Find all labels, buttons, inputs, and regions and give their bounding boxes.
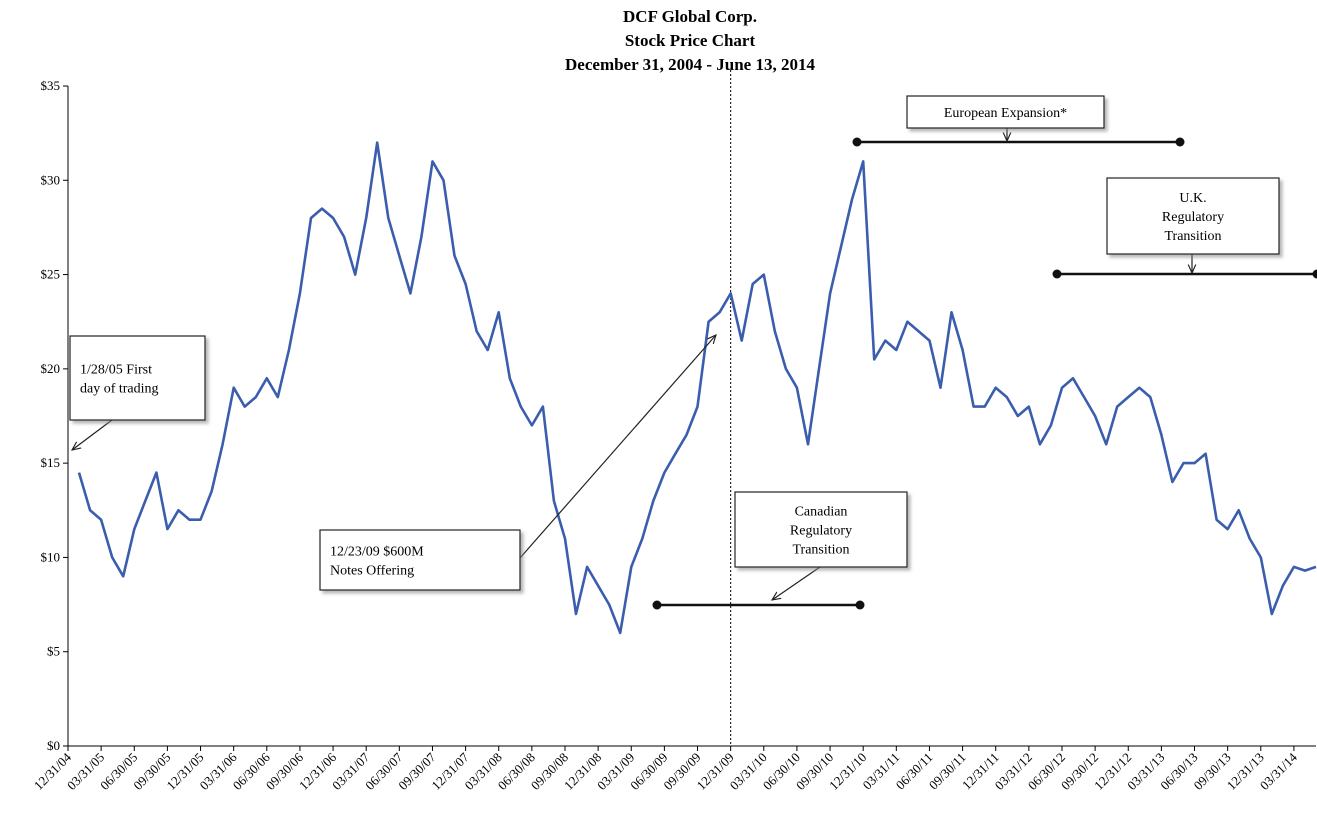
annotation-text: Regulatory — [790, 524, 852, 539]
x-tick-label: 03/31/14 — [1257, 749, 1301, 793]
range-end — [1175, 137, 1185, 147]
annotation-text: Transition — [792, 543, 849, 558]
y-tick-label: $15 — [41, 455, 61, 470]
range-end — [652, 600, 662, 610]
annotation-text: U.K. — [1179, 191, 1206, 206]
range-end — [1312, 269, 1317, 279]
chart-title: DCF Global Corp. — [623, 7, 757, 26]
annotation-text: Regulatory — [1162, 210, 1224, 225]
y-tick-label: $5 — [47, 644, 60, 659]
y-tick-label: $0 — [47, 738, 60, 753]
annotation-box — [906, 95, 1105, 129]
annotation-text: 12/23/09 $600M — [330, 545, 424, 560]
annotation-text: 1/28/05 First — [80, 363, 152, 378]
annotation-text: Canadian — [795, 505, 848, 520]
chart-title: Stock Price Chart — [625, 31, 756, 50]
annotation-box — [734, 491, 908, 568]
annotation-arrow — [772, 566, 821, 600]
annotation-box — [69, 335, 206, 421]
y-tick-label: $35 — [41, 78, 61, 93]
y-tick-label: $30 — [41, 172, 61, 187]
y-tick-label: $25 — [41, 267, 61, 282]
y-tick-label: $10 — [41, 549, 61, 564]
annotation-text: day of trading — [80, 382, 159, 397]
annotation-arrow — [519, 335, 716, 559]
y-tick-label: $20 — [41, 361, 61, 376]
annotation-text: Notes Offering — [330, 564, 414, 579]
annotation-text: European Expansion* — [944, 106, 1067, 121]
chart-title: December 31, 2004 - June 13, 2014 — [565, 55, 815, 74]
price-line — [77, 141, 1317, 635]
annotation-box — [319, 529, 521, 591]
range-end — [852, 137, 862, 147]
annotation-arrow — [72, 419, 113, 450]
annotation-text: Transition — [1164, 229, 1221, 244]
range-end — [1052, 269, 1062, 279]
annotation-box — [1106, 177, 1280, 255]
range-end — [855, 600, 865, 610]
